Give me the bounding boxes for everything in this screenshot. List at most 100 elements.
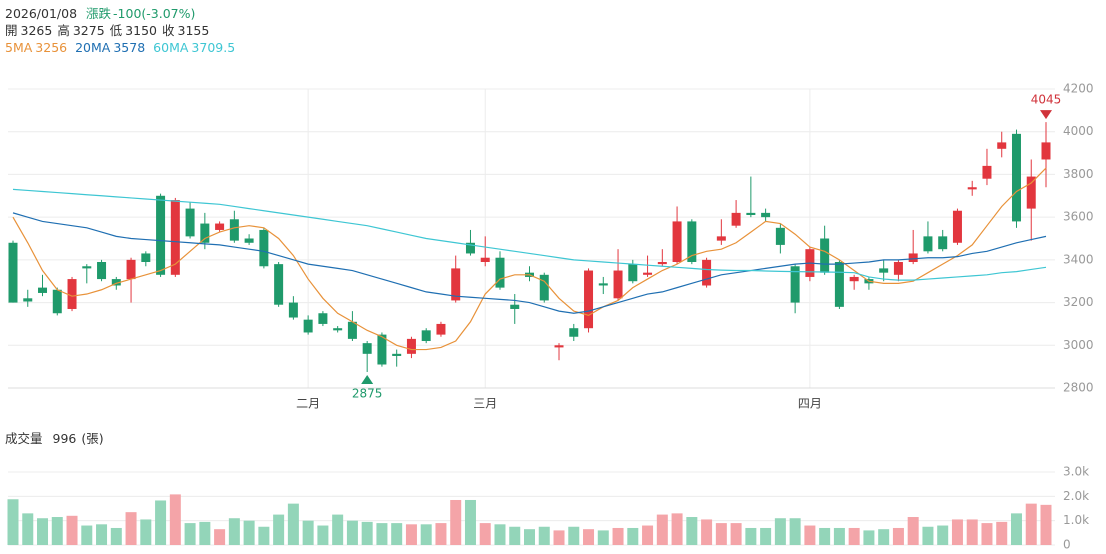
candle-body bbox=[333, 328, 343, 331]
y-tick-label: 3600 bbox=[1063, 210, 1094, 224]
volume-bar bbox=[405, 524, 417, 545]
candle-body bbox=[1041, 142, 1051, 160]
volume-bar bbox=[494, 524, 506, 545]
volume-bar bbox=[273, 514, 285, 545]
volume-bar bbox=[981, 523, 993, 545]
candle-body bbox=[170, 200, 180, 275]
ma-line bbox=[12, 212, 1047, 314]
candle-body bbox=[495, 257, 505, 288]
volume-title: 成交量 bbox=[5, 431, 43, 446]
ohlc-value: 3155 bbox=[177, 23, 210, 38]
volume-bar bbox=[464, 499, 476, 545]
volume-bar bbox=[996, 521, 1008, 545]
volume-bar bbox=[435, 523, 447, 545]
volume-bar bbox=[509, 526, 521, 545]
candle-body bbox=[569, 328, 579, 337]
candle-body bbox=[584, 270, 594, 329]
candle-body bbox=[1026, 176, 1036, 209]
volume-bar bbox=[155, 500, 167, 545]
ohlc-label: 高 bbox=[57, 23, 70, 38]
volume-bar bbox=[361, 521, 373, 545]
volume-bar bbox=[169, 494, 181, 545]
volume-bar bbox=[51, 517, 63, 545]
candle-body bbox=[1011, 133, 1021, 222]
y-tick-label: 3200 bbox=[1063, 295, 1094, 309]
ma-line bbox=[12, 167, 1047, 351]
candle-body bbox=[23, 298, 33, 302]
candle-body bbox=[687, 221, 697, 262]
candle-body bbox=[465, 242, 475, 254]
candle-body bbox=[982, 165, 992, 179]
ohlc-value: 3150 bbox=[125, 23, 157, 38]
ohlc-value: 3265 bbox=[20, 23, 53, 38]
candle-body bbox=[347, 321, 357, 339]
volume-bar bbox=[819, 527, 831, 545]
volume-value: 996 bbox=[52, 431, 77, 446]
volume-bar bbox=[937, 525, 949, 545]
y-tick-label: 0 bbox=[1063, 538, 1071, 552]
volume-bar bbox=[22, 513, 34, 545]
candle-body bbox=[598, 283, 608, 286]
legend: 5MA 3256 20MA 3578 60MA 3709.5 bbox=[5, 39, 243, 56]
volume-bar bbox=[612, 527, 624, 545]
volume-bar bbox=[627, 527, 639, 545]
legend-value: 3578 bbox=[113, 40, 146, 55]
candle-body bbox=[643, 272, 653, 275]
x-tick-label: 三月 bbox=[473, 397, 497, 411]
candle-body bbox=[893, 261, 903, 275]
candle-body bbox=[657, 261, 667, 265]
candle-body bbox=[952, 210, 962, 243]
volume-bar bbox=[966, 519, 978, 545]
y-tick-label: 4000 bbox=[1063, 124, 1094, 138]
volume-bar bbox=[789, 518, 801, 545]
candle-body bbox=[111, 279, 121, 286]
candle-body bbox=[820, 238, 830, 273]
volume-bar bbox=[553, 530, 565, 545]
volume-bar bbox=[583, 529, 595, 545]
volume-bar bbox=[686, 517, 698, 545]
volume-bar bbox=[597, 530, 609, 545]
candle-body bbox=[628, 264, 638, 282]
volume-bar bbox=[199, 521, 211, 545]
volume-bar bbox=[715, 523, 727, 545]
candle-body bbox=[790, 266, 800, 303]
candle-body bbox=[451, 268, 461, 301]
candle-body bbox=[141, 253, 151, 262]
candle-body bbox=[185, 208, 195, 237]
volume-bar bbox=[302, 520, 314, 545]
volume-bar bbox=[833, 527, 845, 545]
candle-body bbox=[377, 334, 387, 365]
y-tick-label: 2.0k bbox=[1063, 489, 1089, 503]
ohlc-value: 3275 bbox=[72, 23, 105, 38]
volume-bar bbox=[125, 512, 137, 545]
candle-body bbox=[126, 259, 136, 280]
candle-body bbox=[406, 338, 416, 354]
ohlc-label: 開 bbox=[5, 23, 18, 38]
volume-bar bbox=[568, 526, 580, 545]
volume-bar bbox=[848, 527, 860, 545]
y-tick-label: 3400 bbox=[1063, 252, 1094, 266]
y-tick-label: 3.0k bbox=[1063, 465, 1089, 479]
volume-bar bbox=[258, 526, 270, 545]
max-marker bbox=[1040, 110, 1052, 120]
volume-bar bbox=[184, 523, 196, 545]
candle-body bbox=[362, 343, 372, 354]
candle-body bbox=[761, 212, 771, 218]
candle-body bbox=[229, 219, 239, 241]
min-marker bbox=[361, 374, 374, 384]
volume-bar bbox=[951, 519, 963, 545]
volume-bar bbox=[228, 518, 240, 545]
volume-bar bbox=[1040, 504, 1052, 545]
candle-body bbox=[38, 287, 48, 293]
change: -100(-3.07%) bbox=[113, 6, 196, 21]
candle-body bbox=[672, 221, 682, 262]
volume-bar bbox=[907, 517, 919, 545]
volume-bar bbox=[922, 526, 934, 545]
volume-bar bbox=[243, 520, 255, 545]
volume-bar bbox=[450, 499, 462, 545]
candle-body bbox=[997, 142, 1007, 149]
candle-body bbox=[716, 236, 726, 241]
volume-bar bbox=[760, 527, 772, 545]
y-tick-label: 3000 bbox=[1063, 338, 1094, 352]
